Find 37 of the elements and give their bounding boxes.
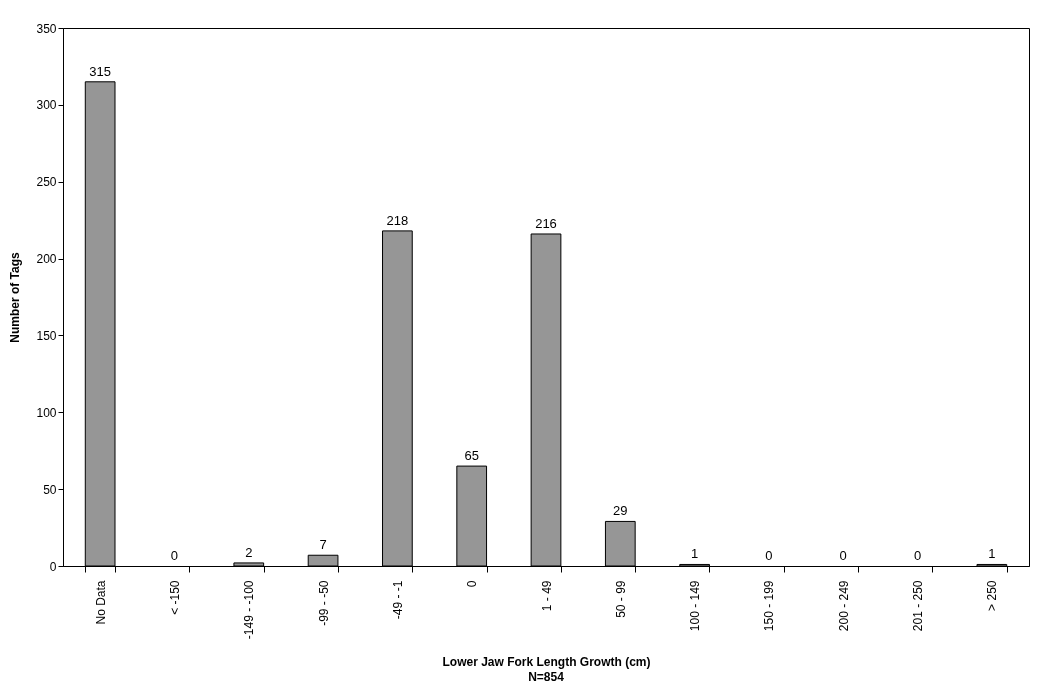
x-tick-label: No Data — [93, 580, 108, 625]
x-tick-label: 200 - 249 — [836, 580, 851, 632]
data-label: 1 — [691, 546, 699, 562]
x-tick-label: 1 - 49 — [539, 580, 554, 612]
data-label: 218 — [386, 212, 409, 228]
data-label: 0 — [170, 548, 179, 563]
y-tick-label: 50 — [43, 482, 57, 497]
data-label: 315 — [89, 63, 112, 79]
y-tick-label: 200 — [36, 252, 57, 267]
data-label: 7 — [319, 537, 327, 553]
data-label: 216 — [535, 215, 557, 231]
data-label: 0 — [839, 548, 847, 563]
data-label: 65 — [464, 448, 479, 464]
x-tick-label: -49 - -1 — [390, 580, 405, 620]
y-tick-label: 350 — [36, 21, 57, 36]
y-tick-label: 300 — [36, 98, 57, 113]
x-tick-label: < -150 — [167, 580, 182, 615]
y-tick-label: 100 — [36, 405, 57, 420]
x-tick-label: -99 - -50 — [316, 580, 331, 626]
data-label: 0 — [913, 548, 922, 563]
x-axis-title: Lower Jaw Fork Length Growth (cm) — [442, 655, 651, 670]
y-tick-label: 150 — [36, 328, 57, 343]
x-tick-label: 150 - 199 — [762, 580, 777, 632]
y-axis-title: Number of Tags — [8, 251, 23, 343]
data-label: 29 — [613, 503, 628, 519]
x-tick-label: 100 - 149 — [688, 580, 703, 632]
data-label: 1 — [988, 546, 996, 562]
text: N=854 — [528, 669, 565, 684]
x-tick-label: > 250 — [985, 580, 1000, 611]
y-tick-label: 250 — [36, 175, 57, 190]
x-tick-label: 201 - 250 — [911, 580, 926, 632]
x-tick-label: 0 — [465, 580, 480, 588]
x-tick-label: 50 - 99 — [613, 580, 628, 618]
y-tick-label: 0 — [49, 559, 57, 574]
x-tick-label: -149 - -100 — [242, 580, 257, 640]
data-label: 0 — [765, 548, 773, 563]
data-label: 2 — [245, 544, 253, 560]
